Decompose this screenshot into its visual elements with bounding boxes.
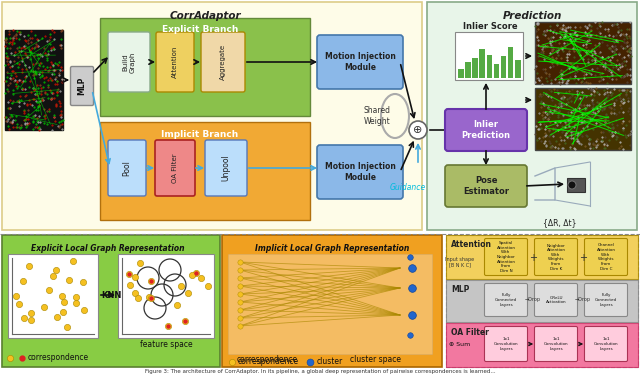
Text: Neighbor
Attention
With
Weights
From
Dim K: Neighbor Attention With Weights From Dim… (547, 244, 566, 271)
Text: Implicit Branch: Implicit Branch (161, 130, 239, 139)
FancyBboxPatch shape (484, 326, 527, 362)
Text: →Drop: →Drop (575, 297, 591, 302)
Text: Inlier
Prediction: Inlier Prediction (461, 120, 511, 140)
Bar (5, 30, 63, 130)
Text: Prediction: Prediction (502, 11, 562, 21)
Text: Unpool: Unpool (221, 155, 230, 181)
Text: {ΔR, Δt}: {ΔR, Δt} (543, 218, 577, 227)
Bar (535, 22, 631, 84)
Text: ⊕: ⊕ (413, 125, 422, 135)
Bar (465, 62, 470, 78)
Text: +: + (579, 253, 587, 263)
Bar (493, 64, 499, 78)
Text: Explicit Local Graph Representation: Explicit Local Graph Representation (31, 244, 185, 253)
Text: 1x1
Convolution
Layers: 1x1 Convolution Layers (594, 337, 618, 351)
Text: 1x1
Convolution
Layers: 1x1 Convolution Layers (544, 337, 568, 351)
Bar (535, 88, 631, 150)
FancyBboxPatch shape (155, 140, 195, 196)
Text: Pose
Estimator: Pose Estimator (463, 176, 509, 196)
Text: Explicit Branch: Explicit Branch (162, 25, 238, 34)
FancyBboxPatch shape (317, 35, 403, 89)
FancyBboxPatch shape (108, 32, 150, 92)
Bar (567, 178, 585, 192)
Text: +: + (529, 253, 537, 263)
Text: Attention: Attention (172, 46, 178, 78)
Bar (458, 69, 463, 78)
Text: feature space: feature space (140, 340, 192, 349)
Text: OA Filter: OA Filter (172, 153, 178, 183)
FancyBboxPatch shape (70, 66, 93, 106)
FancyBboxPatch shape (584, 239, 627, 276)
Bar (8, 254, 98, 338)
Text: Implicit Local Graph Representation: Implicit Local Graph Representation (255, 244, 409, 253)
Bar (515, 60, 520, 78)
Bar (446, 235, 638, 279)
Text: GReLU
Activation: GReLU Activation (546, 296, 566, 304)
Text: cluster space: cluster space (349, 355, 401, 364)
Text: Pool: Pool (122, 160, 131, 176)
Text: Spatial
Attention
With
Neighbor
Attention
From
Dim N: Spatial Attention With Neighbor Attentio… (497, 241, 515, 273)
FancyBboxPatch shape (534, 326, 577, 362)
Bar (228, 254, 432, 354)
Text: OA Filter: OA Filter (451, 328, 489, 337)
FancyBboxPatch shape (445, 165, 527, 207)
FancyBboxPatch shape (484, 284, 527, 317)
Circle shape (568, 181, 576, 189)
Text: MLP: MLP (451, 285, 469, 294)
Text: Guidance: Guidance (390, 184, 426, 193)
Text: →Drop: →Drop (525, 297, 541, 302)
Bar (100, 122, 310, 220)
FancyBboxPatch shape (534, 284, 577, 317)
Text: Motion Injection
Module: Motion Injection Module (324, 52, 396, 72)
Text: Channel
Attention
With
Weights
From
Dim C: Channel Attention With Weights From Dim … (596, 244, 616, 271)
Bar (118, 254, 214, 338)
Text: Aggregate: Aggregate (220, 44, 226, 80)
FancyBboxPatch shape (584, 284, 627, 317)
Text: Inlier Score: Inlier Score (463, 22, 517, 31)
Bar (100, 18, 310, 116)
Bar (508, 48, 513, 78)
Text: KNN: KNN (101, 291, 121, 299)
FancyBboxPatch shape (205, 140, 247, 196)
Text: Shared
Weight: Shared Weight (364, 106, 390, 126)
Bar (2, 235, 220, 367)
Text: Attention: Attention (451, 240, 492, 249)
Bar (427, 2, 637, 230)
Text: cluster: cluster (317, 357, 343, 366)
Bar (446, 235, 638, 367)
Text: correspondence: correspondence (236, 355, 298, 364)
Bar (500, 57, 506, 78)
FancyBboxPatch shape (584, 326, 627, 362)
Bar (472, 58, 477, 78)
FancyBboxPatch shape (108, 140, 146, 196)
Text: correspondence: correspondence (28, 354, 89, 363)
FancyBboxPatch shape (201, 32, 245, 92)
Bar (479, 49, 485, 78)
Bar (222, 235, 442, 367)
Text: Fully
Connected
Layers: Fully Connected Layers (495, 293, 517, 307)
Bar (446, 280, 638, 322)
FancyBboxPatch shape (445, 109, 527, 151)
Bar (455, 32, 523, 80)
Bar (2, 2, 422, 230)
Text: correspondence: correspondence (238, 357, 299, 366)
Circle shape (409, 121, 427, 139)
Text: Figure 3: The architecture of CorrAdaptor. In its pipeline, a global deep repres: Figure 3: The architecture of CorrAdapto… (145, 369, 495, 374)
Text: MLP: MLP (77, 77, 86, 95)
FancyBboxPatch shape (317, 145, 403, 199)
Bar (486, 55, 492, 78)
Text: 1x1
Convolution
Layers: 1x1 Convolution Layers (493, 337, 518, 351)
Text: Motion Injection
Module: Motion Injection Module (324, 162, 396, 182)
Text: ⊕ Sum: ⊕ Sum (449, 342, 470, 348)
Text: CorrAdaptor: CorrAdaptor (169, 11, 241, 21)
Bar (446, 323, 638, 367)
Text: Build
Graph: Build Graph (122, 51, 136, 73)
Text: Fully
Connected
Layers: Fully Connected Layers (595, 293, 617, 307)
FancyBboxPatch shape (534, 239, 577, 276)
Text: Input shape
[B N K C]: Input shape [B N K C] (445, 257, 475, 267)
FancyBboxPatch shape (484, 239, 527, 276)
FancyBboxPatch shape (156, 32, 194, 92)
